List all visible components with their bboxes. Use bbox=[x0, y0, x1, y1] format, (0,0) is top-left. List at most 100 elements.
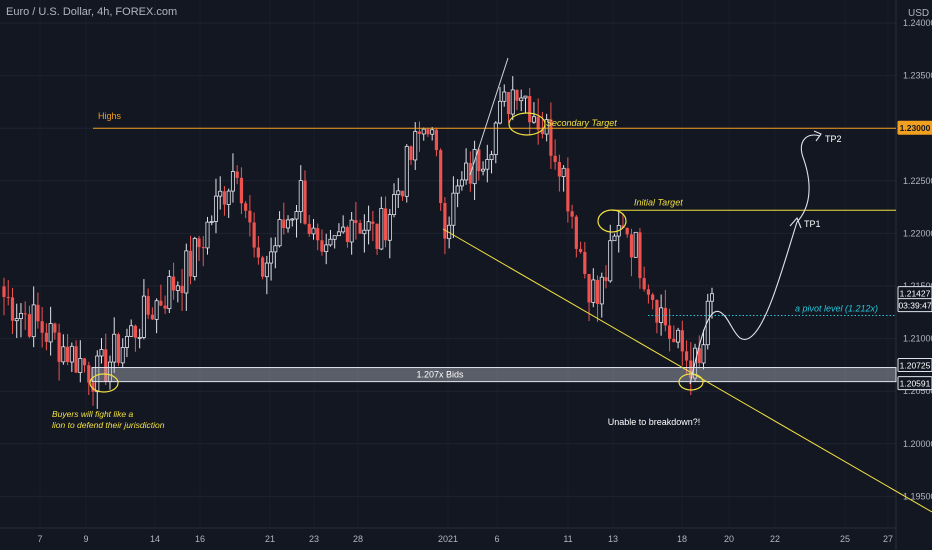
candle-body bbox=[502, 91, 507, 102]
candle-body bbox=[180, 285, 184, 294]
candle-body bbox=[316, 228, 320, 241]
candle-body bbox=[57, 332, 61, 362]
secondary-target-ellipse bbox=[508, 112, 546, 136]
candle-body bbox=[69, 345, 74, 363]
candle-body bbox=[392, 194, 397, 216]
price-badge-label: 1.21427 bbox=[900, 289, 931, 299]
candle-body bbox=[116, 334, 121, 363]
candle-body bbox=[604, 277, 608, 281]
y-tick-label: 1.19500 bbox=[903, 491, 932, 501]
y-tick-label: 1.22500 bbox=[903, 176, 932, 186]
candle-body bbox=[65, 346, 70, 363]
candle-body bbox=[464, 162, 469, 181]
candle-body bbox=[612, 235, 617, 242]
buyers-label-2: lion to defend their jurisdiction bbox=[52, 420, 165, 430]
candle-body bbox=[651, 294, 655, 300]
candle-body bbox=[294, 211, 299, 220]
candle-body bbox=[574, 216, 578, 249]
chart-title: Euro / U.S. Dollar, 4h, FOREX.com bbox=[6, 6, 178, 18]
candle-body bbox=[455, 185, 460, 194]
candle-body bbox=[354, 220, 358, 224]
tp2-label: TP2 bbox=[825, 134, 842, 144]
candle-body bbox=[44, 332, 48, 342]
candle-body bbox=[383, 208, 388, 241]
candle-body bbox=[472, 149, 477, 185]
candle-body bbox=[528, 96, 532, 123]
x-tick-label: 7 bbox=[37, 534, 42, 544]
x-tick-label: 20 bbox=[724, 534, 734, 544]
candle-body bbox=[510, 89, 515, 115]
descending-trendline bbox=[442, 228, 932, 513]
candle-body bbox=[481, 168, 486, 172]
candle-body bbox=[413, 131, 418, 161]
candle-body bbox=[646, 289, 651, 295]
candle-body bbox=[506, 91, 511, 115]
price-badge bbox=[897, 298, 932, 313]
x-tick-label: 6 bbox=[494, 534, 499, 544]
candle-body bbox=[40, 321, 44, 333]
price-badge bbox=[897, 358, 932, 373]
candle-body bbox=[23, 313, 27, 315]
candle-body bbox=[188, 250, 193, 277]
candle-body bbox=[583, 251, 587, 274]
candle-body bbox=[298, 180, 303, 212]
candle-body bbox=[689, 360, 693, 379]
candle-body bbox=[53, 323, 57, 333]
x-tick-label: 21 bbox=[265, 534, 275, 544]
candle-body bbox=[201, 247, 205, 249]
candle-body bbox=[87, 365, 91, 383]
candle-body bbox=[95, 355, 100, 393]
highs-label: Highs bbox=[98, 111, 122, 121]
candle-body bbox=[175, 285, 180, 291]
candle-body bbox=[566, 168, 570, 212]
candle-body bbox=[523, 95, 528, 99]
candle-body bbox=[324, 244, 329, 253]
candle-body bbox=[171, 276, 176, 291]
candle-body bbox=[349, 219, 354, 243]
x-tick-label: 9 bbox=[83, 534, 88, 544]
candle-body bbox=[341, 226, 346, 233]
candle-body bbox=[141, 295, 146, 338]
candle-body bbox=[61, 346, 66, 363]
bids-zone bbox=[91, 367, 897, 383]
projection-path bbox=[689, 221, 798, 385]
candle-body bbox=[99, 348, 104, 357]
candle-body bbox=[536, 116, 540, 130]
candle-body bbox=[655, 299, 659, 323]
y-tick-label: 1.20500 bbox=[903, 386, 932, 396]
candle-body bbox=[269, 251, 274, 264]
candle-body bbox=[345, 227, 350, 242]
candle-body bbox=[192, 238, 197, 277]
candle-body bbox=[459, 179, 464, 187]
candle-body bbox=[684, 351, 689, 361]
candle-body bbox=[680, 330, 684, 352]
candle-body bbox=[332, 235, 337, 240]
x-tick-label: 11 bbox=[563, 534, 572, 544]
candle-body bbox=[578, 248, 583, 252]
candle-body bbox=[112, 333, 117, 363]
candle-body bbox=[553, 155, 557, 162]
price-badge-label: 1.20725 bbox=[900, 361, 931, 371]
candle-body bbox=[264, 262, 269, 278]
candle-body bbox=[150, 314, 154, 320]
candle-body bbox=[226, 190, 231, 205]
x-tick-label: 13 bbox=[608, 534, 618, 544]
candle-body bbox=[124, 335, 129, 348]
candle-body bbox=[608, 240, 613, 282]
unable-breakdown-label: Unable to breakdown?! bbox=[608, 417, 701, 427]
candle-body bbox=[277, 219, 282, 247]
candle-body bbox=[531, 116, 536, 123]
tp1-arrow-icon bbox=[789, 216, 802, 229]
candle-body bbox=[154, 300, 159, 320]
tp2-arrow-icon bbox=[813, 130, 822, 142]
candle-body bbox=[82, 358, 87, 366]
candle-body bbox=[434, 129, 439, 151]
candle-body bbox=[489, 154, 494, 160]
candle-body bbox=[417, 131, 422, 134]
candle-body bbox=[120, 347, 125, 364]
candle-body bbox=[230, 171, 235, 192]
tp1-label: TP1 bbox=[804, 219, 821, 229]
candle-body bbox=[668, 325, 672, 339]
